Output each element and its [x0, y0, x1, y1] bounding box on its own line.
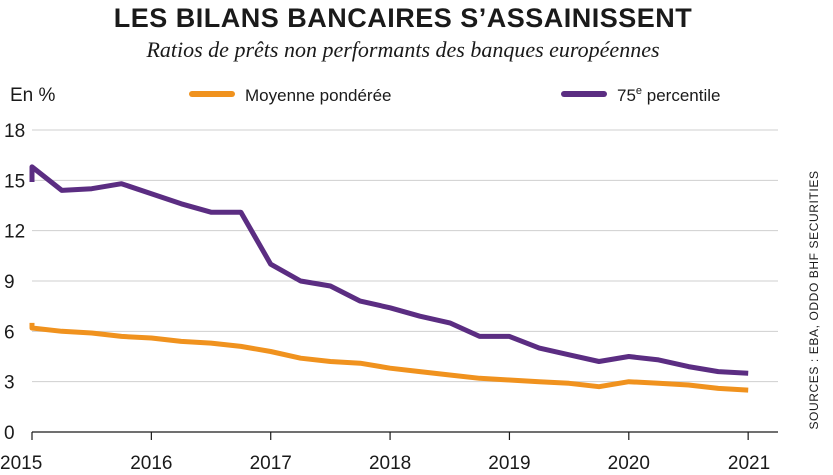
x-tick-label: 2017 — [250, 453, 292, 474]
source-note: SOURCES : EBA, ODDO BHF SECURITIES — [807, 170, 821, 429]
y-axis-ticks: 0 3 6 9 12 15 18 — [4, 121, 25, 444]
y-tick-label: 18 — [4, 121, 25, 142]
y-tick-label: 12 — [4, 222, 25, 243]
legend-label-percentile-word: percentile — [642, 86, 720, 105]
legend-label-percentile-number: 75 — [617, 86, 636, 105]
grid-lines — [32, 129, 778, 433]
y-tick-label: 6 — [4, 322, 15, 343]
y-tick-label: 15 — [4, 171, 25, 192]
x-tick-label: 2021 — [728, 453, 770, 474]
x-tick-label: 2016 — [130, 453, 172, 474]
chart-subtitle: Ratios de prêts non performants des banq… — [145, 37, 659, 62]
x-axis-ticks: 2015 2016 2017 2018 2019 2020 2021 — [0, 432, 770, 474]
x-tick-label: 2015 — [0, 453, 42, 474]
chart-title: LES BILANS BANCAIRES S’ASSAINISSENT — [114, 3, 693, 33]
x-tick-label: 2019 — [488, 453, 530, 474]
y-axis-unit-label: En % — [10, 85, 56, 106]
series-line-average — [29, 322, 749, 393]
legend-label-average: Moyenne pondérée — [245, 86, 392, 105]
x-tick-label: 2018 — [369, 453, 411, 474]
x-tick-label: 2020 — [608, 453, 650, 474]
legend: Moyenne pondérée 75e percentile — [189, 85, 720, 105]
series-lines — [29, 164, 749, 393]
legend-label-percentile: 75e percentile — [617, 85, 720, 105]
y-tick-label: 9 — [4, 272, 15, 293]
y-tick-label: 0 — [4, 423, 15, 444]
series-line-percentile — [29, 164, 749, 376]
legend-label-percentile-superscript: e — [636, 85, 642, 97]
y-tick-label: 3 — [4, 373, 15, 394]
